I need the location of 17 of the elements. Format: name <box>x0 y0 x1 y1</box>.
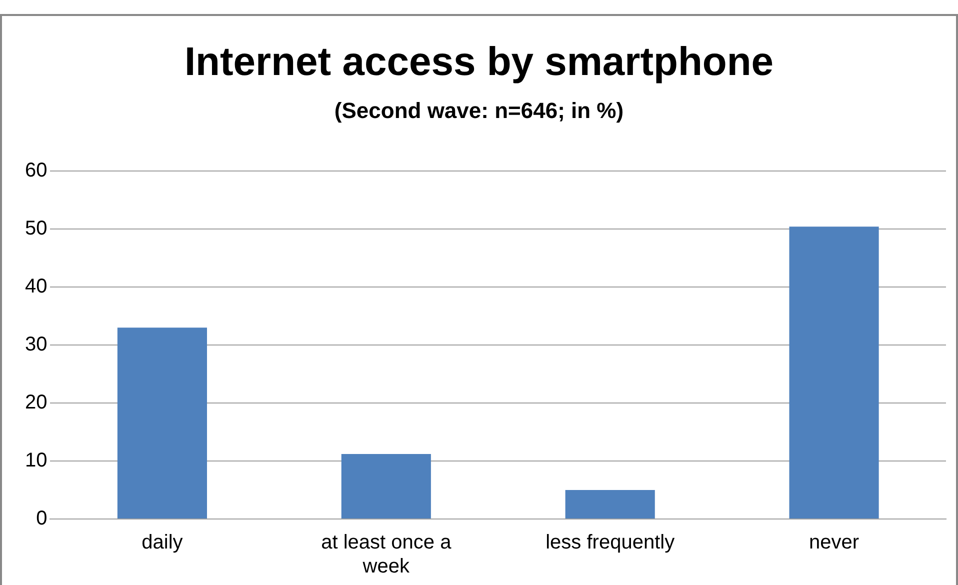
x-tick-label: never <box>809 532 860 554</box>
y-tick-label: 60 <box>24 160 48 182</box>
y-tick-label: 20 <box>24 392 48 414</box>
bar <box>565 490 655 518</box>
y-tick-label: 10 <box>24 450 48 472</box>
y-tick-label: 0 <box>36 508 48 530</box>
chart-title: Internet access by smartphone <box>183 40 775 85</box>
y-tick-label: 40 <box>24 276 48 298</box>
x-tick-label: less frequently <box>546 532 675 554</box>
y-tick-label: 30 <box>24 334 48 356</box>
x-tick-label: daily <box>142 532 183 554</box>
x-tick-label: at least once a week <box>321 532 452 578</box>
chart-subtitle: (Second wave: n=646; in %) <box>333 98 625 124</box>
bar <box>341 454 431 518</box>
bar <box>789 226 879 518</box>
y-tick-label: 50 <box>24 218 48 240</box>
bar <box>117 328 208 518</box>
